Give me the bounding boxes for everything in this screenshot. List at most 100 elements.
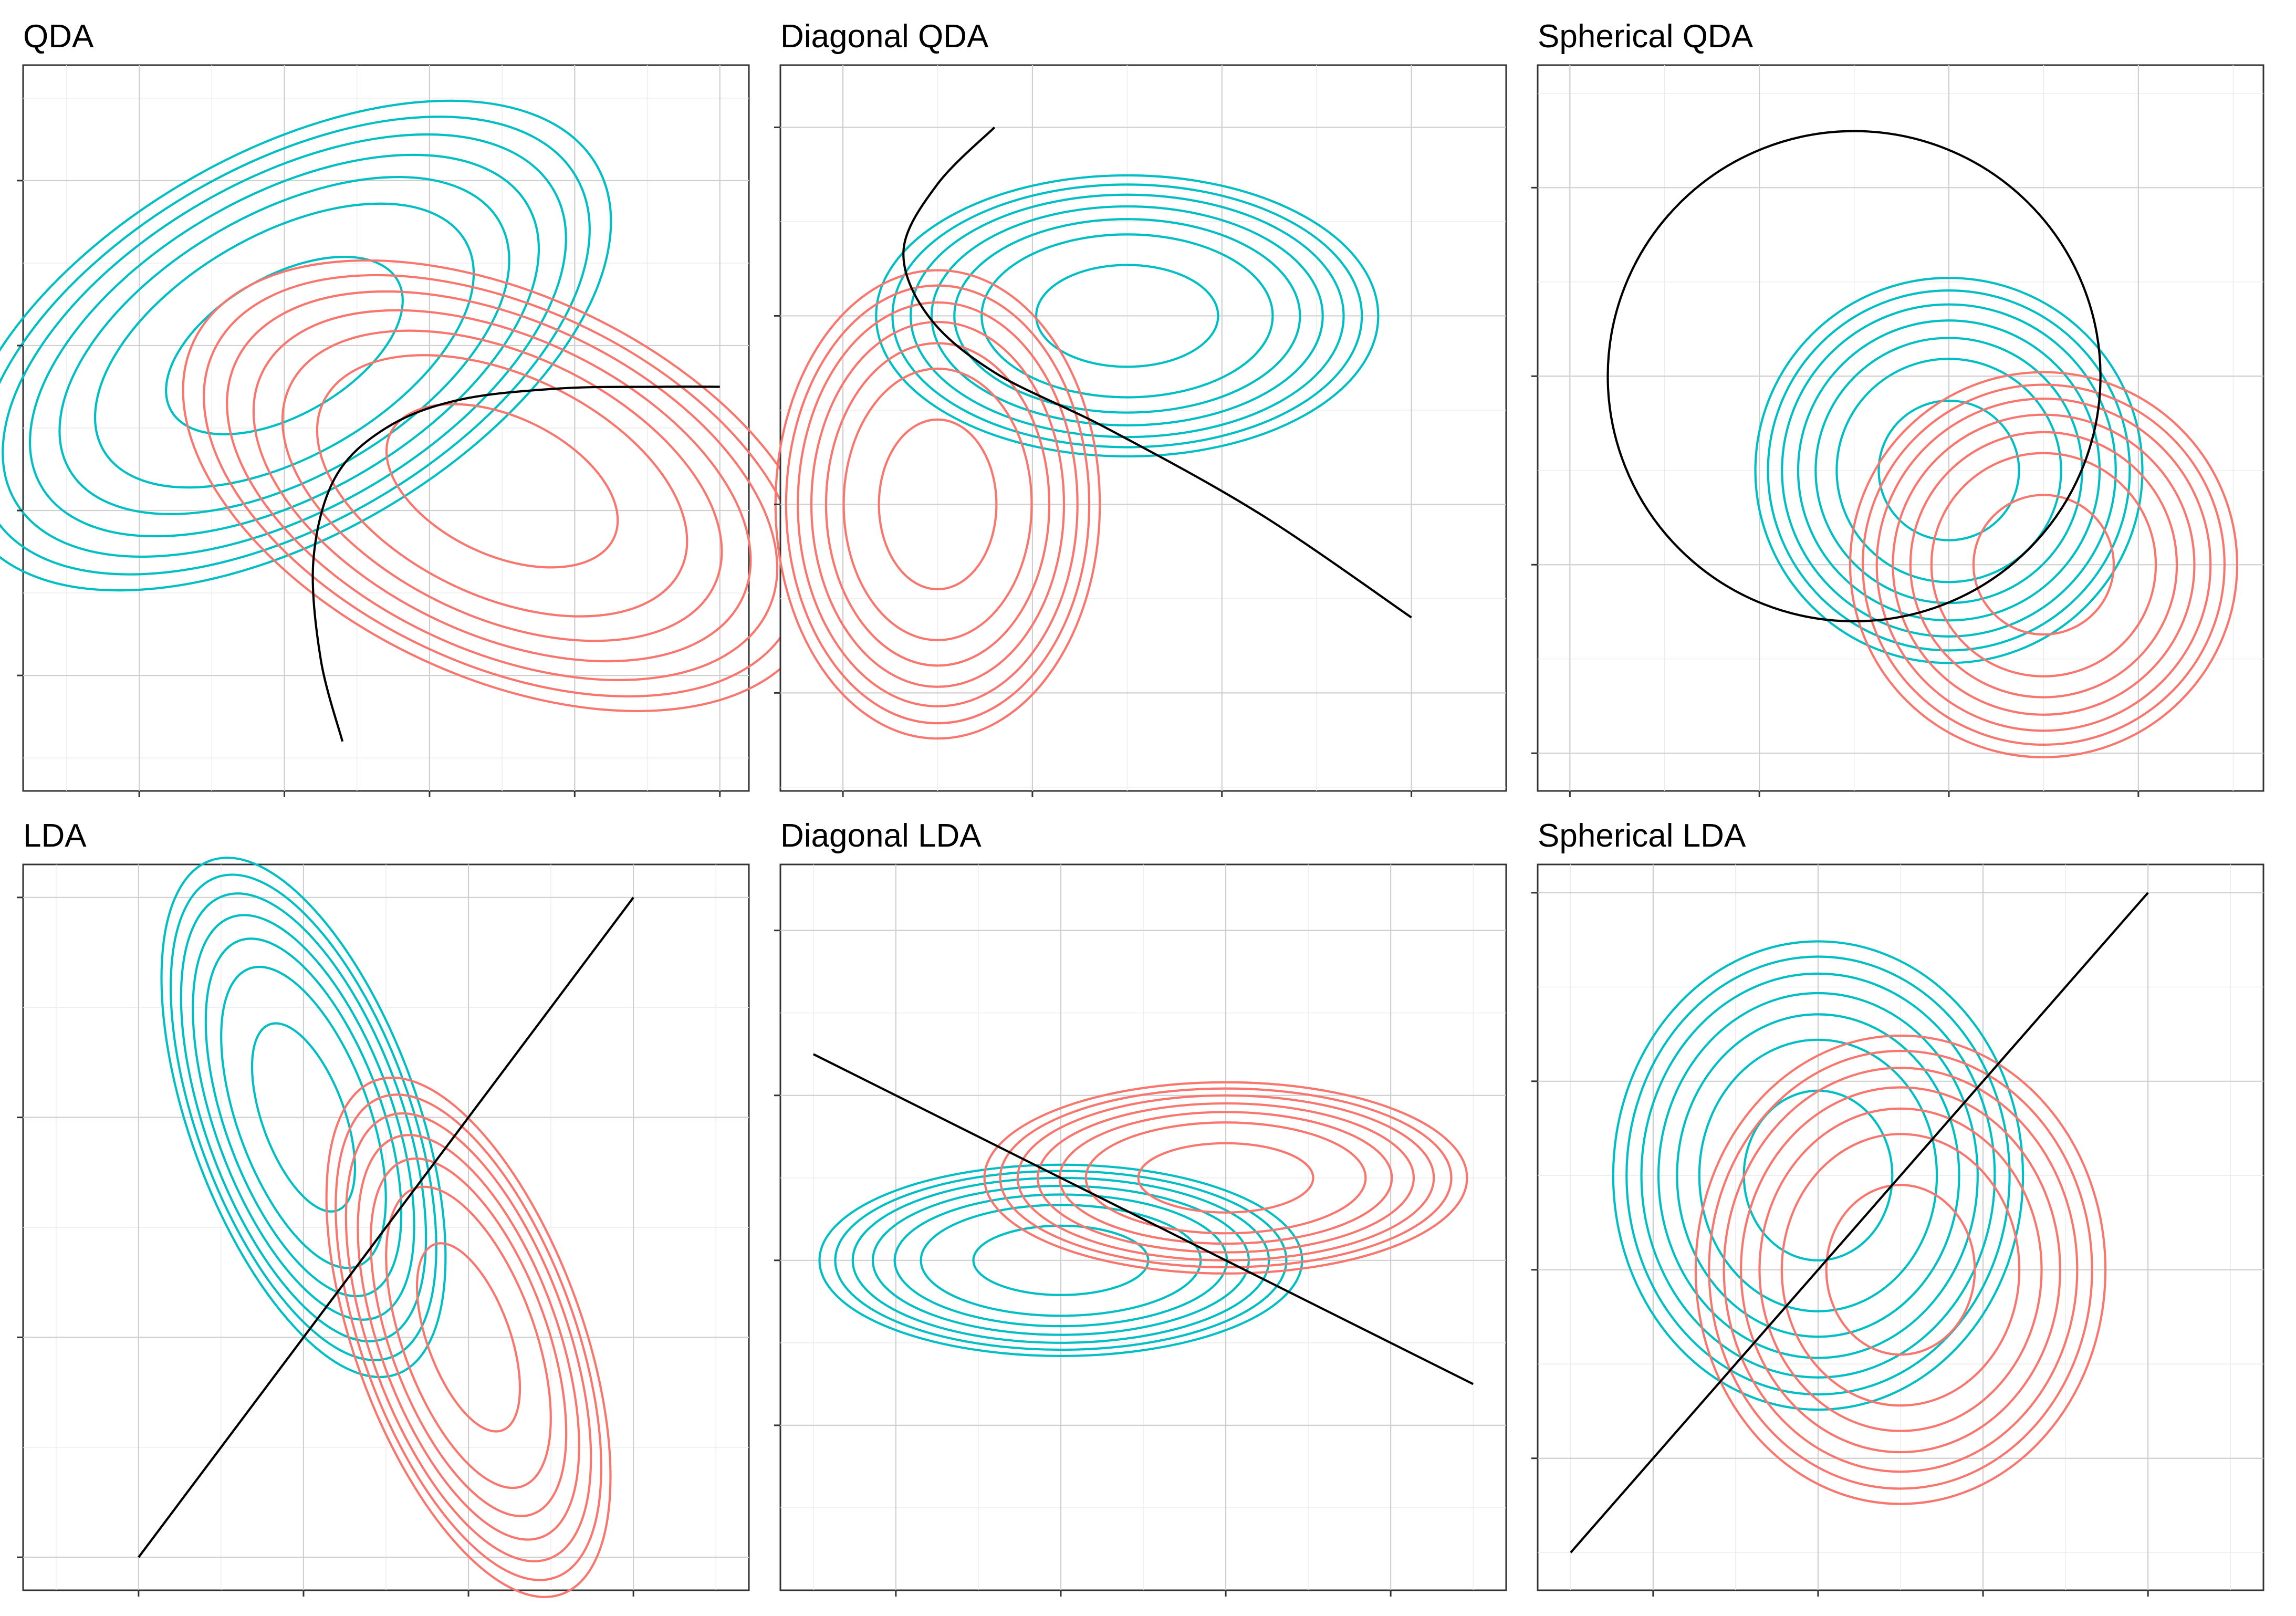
contour-class-a [0, 99, 612, 592]
contour-class-a [192, 914, 415, 1321]
contour-class-a [58, 175, 510, 515]
contour-class-a [1640, 972, 1996, 1379]
ticks-3 [1531, 186, 2140, 797]
grid-major-4 [23, 864, 749, 1590]
panel-3: Spherical QDA [1531, 18, 2264, 797]
contour-class-b [357, 1134, 580, 1541]
contour-class-b [385, 403, 619, 569]
contour-class-b [878, 418, 998, 591]
contour-class-a [93, 202, 475, 489]
boundary-2 [902, 126, 1412, 619]
contour-class-a [972, 1224, 1150, 1296]
contour-class-b [1930, 452, 2157, 677]
contour-class-b [1708, 1049, 2093, 1490]
contour-class-a [818, 1163, 1303, 1357]
plot-frame-2 [779, 64, 1507, 792]
contour-class-b [316, 354, 688, 618]
contour-class-b [785, 284, 1091, 725]
contour-class-a [204, 937, 403, 1298]
decision-boundary [138, 896, 634, 1558]
contour-class-a [1835, 358, 2062, 583]
panel-1: QDA [0, 18, 822, 797]
contour-class-a [875, 174, 1380, 458]
contour-class-a [29, 153, 540, 538]
contour-class-b [1723, 1067, 2079, 1473]
contour-class-a [953, 218, 1301, 414]
contour-class-b [842, 367, 1033, 641]
contours-6 [1612, 940, 2107, 1505]
contour-class-a [2, 133, 567, 558]
grid-minor-3 [1538, 65, 2263, 791]
panel-title-1: QDA [23, 18, 94, 55]
contour-class-b [1825, 1184, 1976, 1356]
contour-class-a [1781, 303, 2117, 638]
contour-class-b [1972, 494, 2115, 636]
panel-title-3: Spherical QDA [1538, 18, 1754, 55]
panel-2: Diagonal QDA [774, 18, 1507, 797]
contour-class-a [1676, 1013, 1960, 1338]
contour-class-a [1767, 289, 2131, 652]
contour-class-a [160, 857, 447, 1379]
contour-class-b [325, 1076, 612, 1598]
contour-class-a [1797, 319, 2101, 622]
contour-class-b [1694, 1034, 2107, 1505]
contours-1 [0, 99, 822, 712]
panel-4: LDA [17, 818, 750, 1598]
contour-class-b [1037, 1102, 1415, 1254]
decision-boundary [311, 385, 720, 742]
contour-class-a [251, 1022, 357, 1213]
contour-class-a [170, 873, 437, 1361]
panel-title-6: Spherical LDA [1538, 818, 1746, 854]
contour-class-b [1892, 413, 2196, 716]
contour-class-b [369, 1157, 568, 1517]
ticks-6 [1531, 892, 2149, 1597]
boundary-4 [138, 896, 634, 1558]
contour-class-b [281, 329, 723, 642]
ticks-2 [774, 126, 1413, 797]
contour-class-b [999, 1087, 1453, 1269]
panel-title-2: Diagonal QDA [780, 18, 989, 55]
contour-class-b [797, 301, 1079, 707]
contour-class-b [1875, 398, 2212, 732]
contour-class-b [252, 309, 752, 663]
contour-class-a [930, 205, 1324, 426]
panel-title-4: LDA [23, 818, 87, 854]
contour-class-b [1909, 431, 2178, 698]
decision-boundary [1570, 892, 2149, 1554]
ticks-5 [774, 930, 1392, 1597]
contour-class-a [1612, 940, 2024, 1411]
contour-class-b [335, 1093, 602, 1581]
contour-class-a [1657, 992, 1979, 1359]
grid-minor-4 [23, 864, 749, 1590]
panel-5: Diagonal LDA [774, 818, 1507, 1597]
decision-boundary [1606, 130, 2102, 623]
grid-major-6 [1538, 864, 2263, 1590]
contour-class-a [910, 193, 1345, 439]
contour-class-b [810, 320, 1066, 688]
contour-class-b [345, 1112, 592, 1562]
contours-4 [160, 857, 612, 1598]
contour-class-b [983, 1081, 1468, 1275]
contour-class-a [1877, 399, 2020, 541]
contour-class-b [1758, 1107, 2043, 1432]
contour-class-b [1740, 1086, 2061, 1454]
panel-title-5: Diagonal LDA [780, 818, 982, 854]
contour-class-b [1084, 1121, 1367, 1235]
contour-class-a [0, 116, 591, 576]
boundary-6 [1570, 892, 2149, 1554]
grid-minor-1 [23, 65, 749, 791]
boundary-1 [311, 385, 720, 742]
decision-boundary [812, 1053, 1474, 1385]
contour-class-a [1754, 277, 2144, 664]
contour-class-b [415, 1242, 521, 1433]
contour-class-b [825, 342, 1051, 667]
plot-frame-3 [1537, 64, 2264, 792]
contour-class-a [891, 183, 1363, 449]
ticks-1 [17, 180, 721, 797]
contour-class-a [980, 233, 1274, 399]
contour-class-b [1861, 383, 2226, 746]
ticks-4 [17, 896, 634, 1597]
contour-class-a [1035, 264, 1219, 368]
decision-boundary [902, 126, 1412, 619]
